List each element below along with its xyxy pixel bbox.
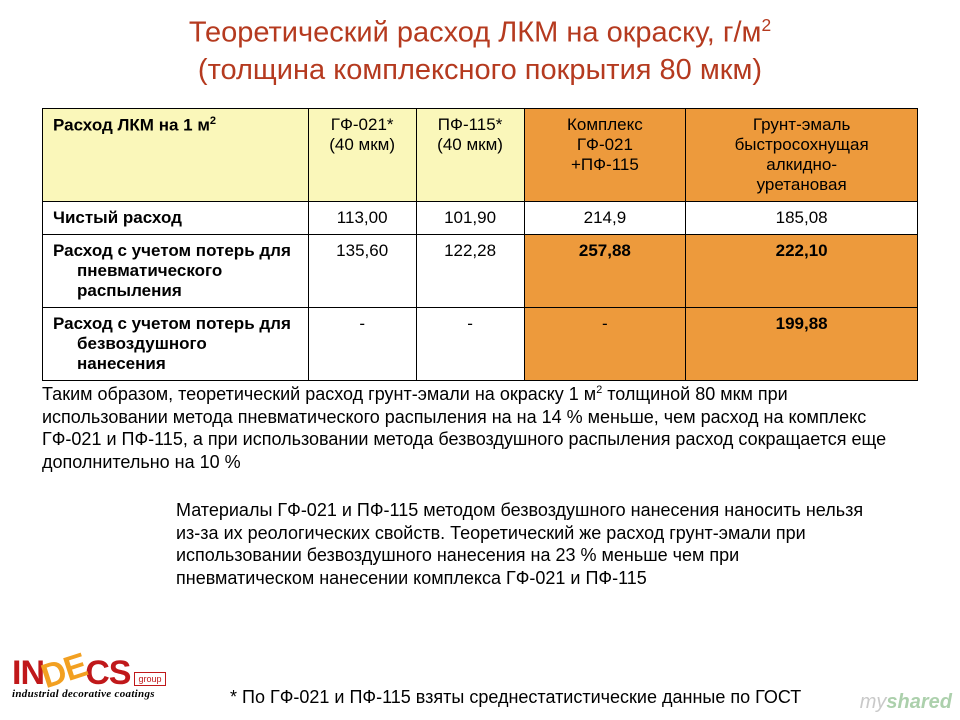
cell: 214,9 (524, 202, 686, 235)
cell: 135,60 (308, 235, 416, 308)
consumption-table: Расход ЛКМ на 1 м2 ГФ-021* (40 мкм) ПФ-1… (42, 108, 918, 381)
slide-title: Теоретический расход ЛКМ на окраску, г/м… (0, 0, 960, 108)
logo-group: group (134, 672, 165, 686)
title-line1: Теоретический расход ЛКМ на окраску, г/м (189, 17, 762, 49)
cell: - (416, 308, 524, 381)
logo-tagline: industrial decorative coatings (12, 688, 162, 700)
table-row: Расход с учетом потерь для безвоздушного… (43, 308, 918, 381)
table-row: Расход с учетом потерь для пневматическо… (43, 235, 918, 308)
logo-cs: CS (85, 656, 130, 690)
header-col2: ПФ-115* (40 мкм) (416, 109, 524, 202)
header-col4: Грунт-эмаль быстросохнущая алкидно- урет… (686, 109, 918, 202)
cell: - (524, 308, 686, 381)
header-col3: Комплекс ГФ-021 +ПФ-115 (524, 109, 686, 202)
paragraph-1: Таким образом, теоретический расход грун… (42, 383, 918, 473)
cell: 122,28 (416, 235, 524, 308)
row-label: Расход с учетом потерь для пневматическо… (43, 235, 309, 308)
cell: 113,00 (308, 202, 416, 235)
paragraph-2: Материалы ГФ-021 и ПФ-115 методом безвоз… (176, 499, 876, 589)
title-sup: 2 (761, 15, 771, 35)
cell: 185,08 (686, 202, 918, 235)
indecs-logo: IN DE CS group industrial decorative coa… (12, 656, 162, 700)
cell: - (308, 308, 416, 381)
table-row: Чистый расход 113,00 101,90 214,9 185,08 (43, 202, 918, 235)
title-line2: (толщина комплексного покрытия 80 мкм) (198, 54, 762, 86)
cell: 101,90 (416, 202, 524, 235)
cell: 199,88 (686, 308, 918, 381)
cell: 257,88 (524, 235, 686, 308)
table-header-row: Расход ЛКМ на 1 м2 ГФ-021* (40 мкм) ПФ-1… (43, 109, 918, 202)
cell: 222,10 (686, 235, 918, 308)
myshared-watermark: myshared (860, 691, 952, 714)
header-col1: ГФ-021* (40 мкм) (308, 109, 416, 202)
header-rowlabel: Расход ЛКМ на 1 м2 (43, 109, 309, 202)
row-label: Расход с учетом потерь для безвоздушного… (43, 308, 309, 381)
footnote: * По ГФ-021 и ПФ-115 взяты среднестатист… (230, 687, 801, 708)
row-label: Чистый расход (43, 202, 309, 235)
